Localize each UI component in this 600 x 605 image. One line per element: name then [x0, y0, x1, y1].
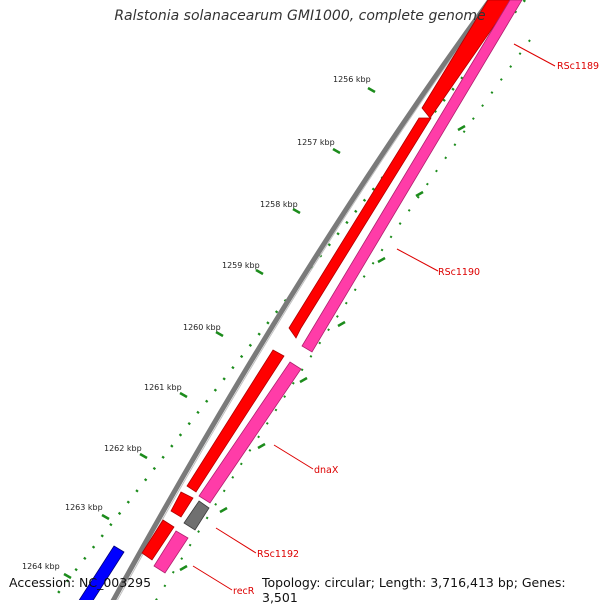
kbp-label-1257: 1257 kbp [297, 138, 335, 147]
kbp-label-1258: 1258 kbp [260, 200, 298, 209]
accession-label: Accession: NC_003295 [9, 575, 152, 590]
map-title: Ralstonia solanacearum GMI1000, complete… [114, 8, 486, 24]
kbp-label-1256: 1256 kbp [333, 75, 371, 84]
genome-backbone [107, 0, 493, 605]
gene-dnax-cds[interactable] [198, 361, 302, 504]
gene-label-dnax[interactable]: dnaX [314, 465, 339, 476]
inner-ticks [179, 124, 466, 572]
gene-rsc1192-cds [183, 500, 210, 531]
gene-label-rsc1189[interactable]: RSc1189 [557, 61, 599, 72]
gene-rsc1189-forward[interactable] [421, 0, 513, 119]
kbp-label-1262: 1262 kbp [104, 444, 142, 453]
genome-summary: Topology: circular; Length: 3,716,413 bp… [262, 575, 566, 605]
kbp-label-1261: 1261 kbp [144, 383, 182, 392]
kbp-label-1263: 1263 kbp [65, 503, 103, 512]
kbp-ticks [63, 86, 376, 580]
gene-recr-cds[interactable] [153, 530, 189, 574]
kbp-label-1260: 1260 kbp [183, 323, 221, 332]
gene-label-rsc1190[interactable]: RSc1190 [438, 267, 480, 278]
gene-small-forward[interactable] [170, 491, 194, 518]
leader-lines [192, 43, 556, 591]
outer-tick-ring [47, 0, 526, 605]
kbp-label-1264: 1264 kbp [22, 562, 60, 571]
gene-rsc1189-cds[interactable] [301, 0, 523, 353]
gene-label-recr[interactable]: recR [233, 586, 255, 597]
gene-label-rsc1192[interactable]: RSc1192 [257, 549, 299, 560]
gene-dnax-forward[interactable] [186, 349, 285, 493]
gene-rsc1190-forward[interactable] [288, 117, 432, 339]
gene-recr-forward[interactable] [141, 519, 175, 561]
kbp-label-1259: 1259 kbp [222, 261, 260, 270]
inner-tick-ring [151, 39, 531, 605]
